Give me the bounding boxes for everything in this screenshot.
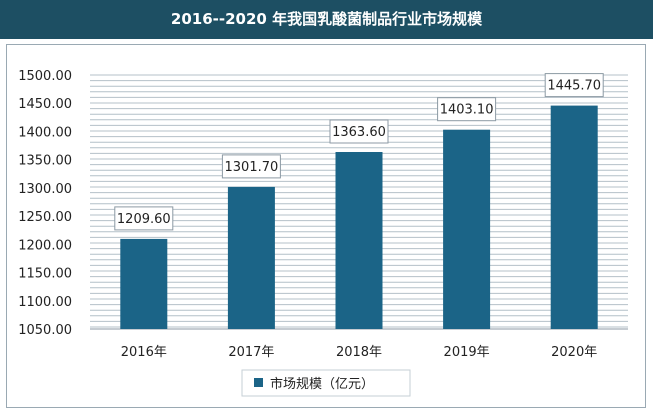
y-tick-label: 1350.00 <box>18 154 72 169</box>
data-label-box <box>437 97 497 122</box>
y-tick-label: 1450.00 <box>18 97 72 112</box>
x-tick-label: 2020年 <box>551 345 597 360</box>
y-tick-label: 1300.00 <box>18 182 72 197</box>
x-tick-label: 2019年 <box>444 345 490 360</box>
y-tick-label: 1500.00 <box>18 69 72 84</box>
bar <box>120 238 168 329</box>
chart-title: 2016--2020 年我国乳酸菌制品行业市场规模 <box>170 10 483 28</box>
y-tick-label: 1100.00 <box>18 295 72 310</box>
y-tick-label: 1400.00 <box>18 125 72 140</box>
legend-label: 市场规模（亿元） <box>270 376 374 392</box>
data-label-box <box>114 206 174 231</box>
data-label: 1301.70 <box>225 160 279 175</box>
data-label: 1445.70 <box>547 79 601 94</box>
x-tick-label: 2017年 <box>228 345 274 360</box>
data-label-box <box>221 154 281 179</box>
y-tick-label: 1050.00 <box>18 323 72 338</box>
title-bar <box>0 0 653 39</box>
bar <box>443 129 491 329</box>
data-label: 1403.10 <box>440 103 494 118</box>
legend: 市场规模（亿元） <box>241 369 411 397</box>
data-label: 1209.60 <box>117 212 171 227</box>
legend-box <box>241 369 411 397</box>
y-tick-label: 1150.00 <box>18 267 72 282</box>
bar <box>335 152 383 329</box>
data-label-box <box>544 73 604 98</box>
data-label: 1363.60 <box>332 125 386 140</box>
y-tick-label: 1200.00 <box>18 238 72 253</box>
x-tick-label: 2018年 <box>336 345 382 360</box>
bar <box>550 105 598 329</box>
data-label-box <box>329 119 389 144</box>
x-tick-label: 2016年 <box>121 345 167 360</box>
legend-swatch <box>254 378 263 387</box>
y-tick-label: 1250.00 <box>18 210 72 225</box>
bar <box>227 186 275 329</box>
